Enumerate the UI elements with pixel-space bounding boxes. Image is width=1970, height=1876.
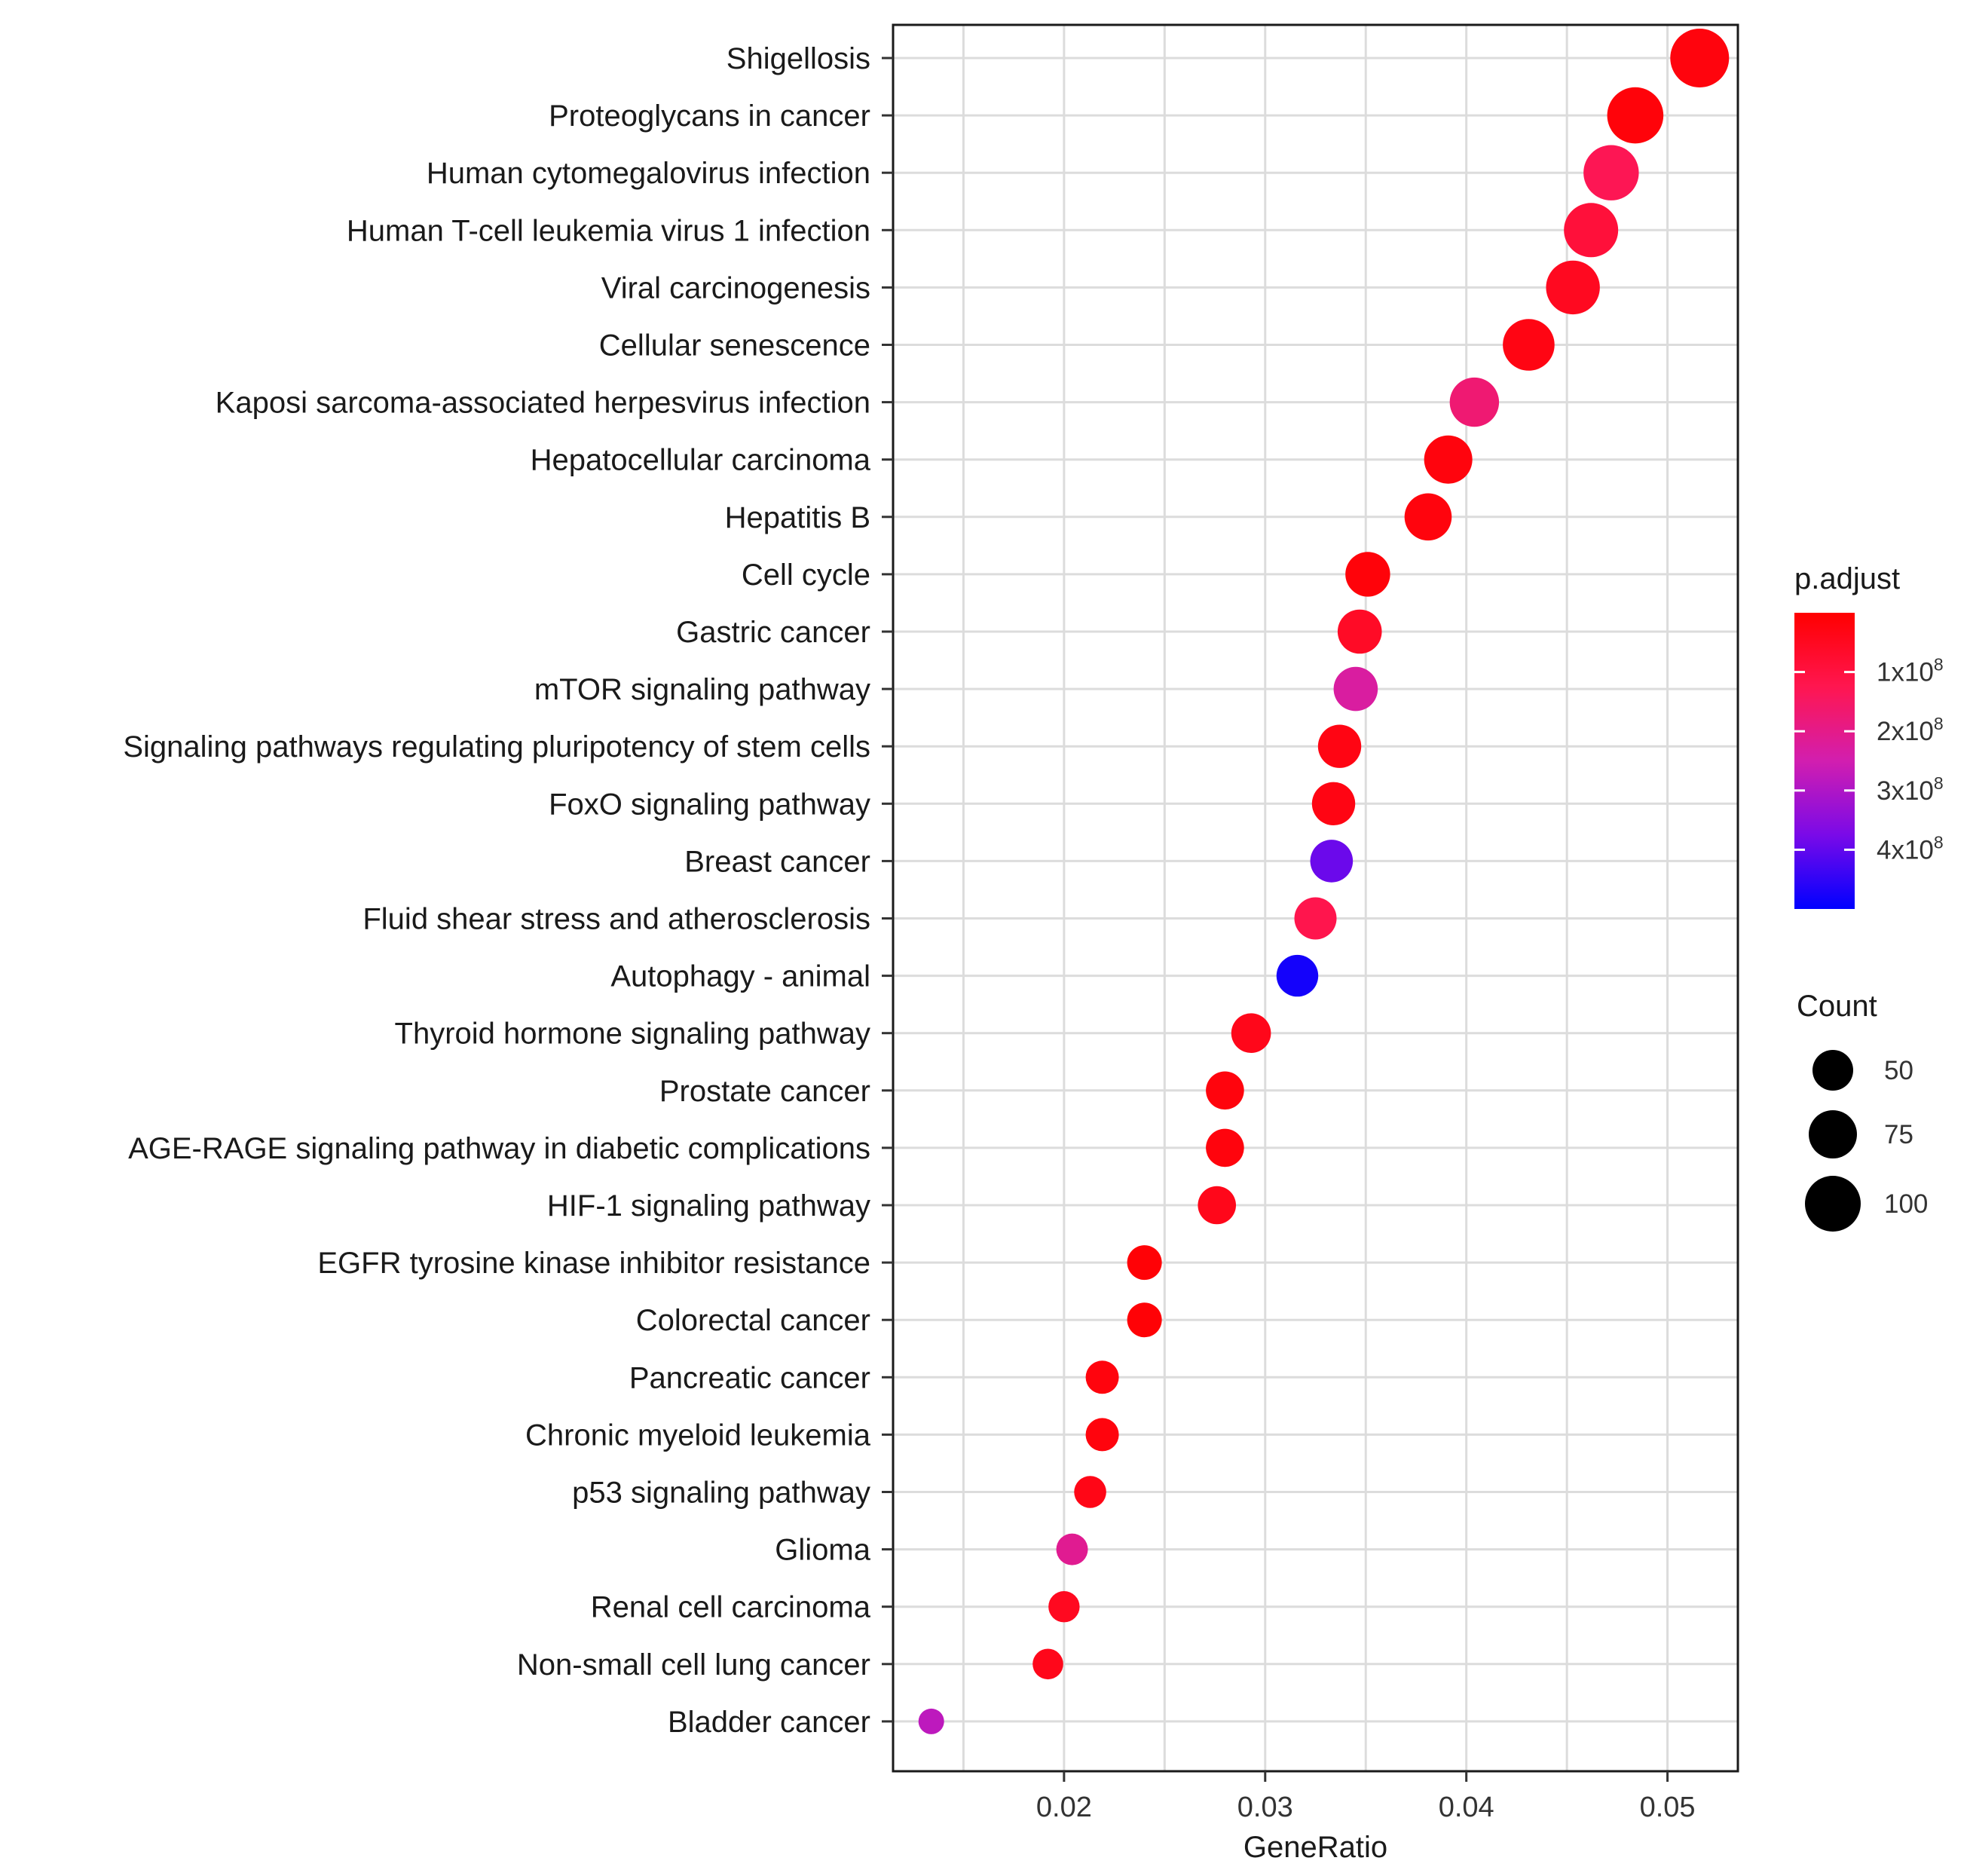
- y-tick-label: Viral carcinogenesis: [601, 271, 870, 305]
- data-point: [1198, 1186, 1237, 1225]
- size-legend-label: 100: [1884, 1189, 1928, 1219]
- color-legend-ticks: 1x108 2x108 3x108 4x108: [1794, 655, 1944, 865]
- data-point: [1670, 29, 1730, 87]
- data-point: [1056, 1533, 1088, 1565]
- y-tick-label: FoxO signaling pathway: [549, 788, 870, 821]
- data-point: [1085, 1418, 1119, 1452]
- y-tick-label: Kaposi sarcoma-associated herpesvirus in…: [216, 387, 870, 420]
- y-tick-label: Fluid shear stress and atherosclerosis: [362, 903, 870, 936]
- data-point: [1503, 319, 1555, 371]
- x-tick-label: 0.02: [1036, 1792, 1092, 1823]
- y-tick-label: EGFR tyrosine kinase inhibitor resistanc…: [317, 1247, 870, 1280]
- y-tick-label: Proteoglycans in cancer: [549, 99, 870, 133]
- size-legend-label: 50: [1884, 1056, 1913, 1085]
- size-legend-dot: [1812, 1050, 1853, 1091]
- size-legend: Count 50 75 100: [1797, 990, 1928, 1232]
- data-point: [1546, 260, 1600, 315]
- x-axis-title: GeneRatio: [1243, 1831, 1387, 1864]
- y-tick-label: p53 signaling pathway: [572, 1477, 870, 1510]
- y-tick-label: Bladder cancer: [668, 1706, 870, 1739]
- data-point: [1127, 1245, 1162, 1281]
- y-tick-label: Non-small cell lung cancer: [517, 1648, 870, 1682]
- data-point: [1085, 1360, 1119, 1394]
- y-tick-label: Breast cancer: [684, 845, 870, 878]
- data-point: [1337, 609, 1382, 654]
- color-legend-label: 1x108: [1877, 655, 1944, 687]
- data-point: [1424, 435, 1473, 484]
- data-point: [1607, 87, 1664, 144]
- y-tick-label: Hepatocellular carcinoma: [531, 444, 871, 477]
- size-legend-title: Count: [1797, 990, 1877, 1023]
- data-point: [1206, 1128, 1244, 1168]
- y-tick-label: Shigellosis: [727, 42, 870, 75]
- color-legend-title: p.adjust: [1794, 562, 1900, 595]
- y-axis-labels: Shigellosis Proteoglycans in cancer Human …: [123, 42, 893, 1739]
- x-axis: 0.02 0.03 0.04 0.05: [1036, 1771, 1696, 1823]
- color-legend-label: 4x108: [1877, 832, 1944, 865]
- y-tick-label: Thyroid hormone signaling pathway: [395, 1018, 870, 1051]
- x-tick-label: 0.04: [1439, 1792, 1494, 1823]
- y-tick-label: Renal cell carcinoma: [591, 1591, 871, 1624]
- data-point: [1231, 1013, 1271, 1053]
- y-tick-label: Cellular senescence: [599, 329, 870, 363]
- x-tick-label: 0.03: [1237, 1792, 1293, 1823]
- y-tick-label: Prostate cancer: [659, 1075, 870, 1108]
- color-legend-gradient-bar: [1794, 613, 1855, 909]
- y-tick-label: Glioma: [775, 1534, 870, 1567]
- y-tick-label: Cell cycle: [742, 559, 870, 592]
- y-tick-label: Autophagy - animal: [610, 960, 870, 993]
- y-tick-label: Human T-cell leukemia virus 1 infection: [347, 214, 870, 247]
- data-point: [1317, 724, 1362, 768]
- y-tick-label: Gastric cancer: [676, 616, 870, 649]
- data-point: [1127, 1302, 1162, 1338]
- data-point: [1294, 897, 1337, 940]
- data-point: [1276, 954, 1319, 997]
- color-legend-label: 2x108: [1877, 714, 1944, 746]
- data-point: [1074, 1476, 1106, 1508]
- data-point: [1449, 377, 1500, 427]
- data-point: [1032, 1648, 1063, 1680]
- size-legend-label: 75: [1884, 1120, 1913, 1149]
- data-point: [1311, 782, 1356, 826]
- data-point: [1404, 493, 1452, 541]
- y-tick-label: Hepatitis B: [725, 501, 870, 534]
- size-legend-dot: [1805, 1176, 1861, 1232]
- y-tick-label: Chronic myeloid leukemia: [525, 1418, 871, 1452]
- y-tick-label: AGE-RAGE signaling pathway in diabetic c…: [128, 1132, 870, 1165]
- data-point: [1345, 552, 1390, 597]
- y-tick-label: HIF-1 signaling pathway: [547, 1189, 870, 1223]
- data-point: [1310, 840, 1354, 883]
- size-legend-items: 50 75 100: [1805, 1050, 1928, 1232]
- data-point: [1583, 145, 1639, 200]
- data-point: [1333, 666, 1378, 712]
- color-legend: p.adjust 1x108 2x108 3x108 4x108: [1794, 562, 1944, 909]
- size-legend-dot: [1809, 1110, 1857, 1158]
- plot-panel-border: [892, 23, 1739, 1773]
- y-tick-label: Pancreatic cancer: [629, 1361, 870, 1394]
- data-point: [1564, 203, 1619, 258]
- y-tick-label: mTOR signaling pathway: [534, 673, 870, 706]
- data-point: [918, 1708, 944, 1734]
- data-points: [918, 29, 1730, 1734]
- x-tick-label: 0.05: [1640, 1792, 1696, 1823]
- y-tick-label: Signaling pathways regulating pluripoten…: [123, 730, 870, 764]
- y-tick-label: Colorectal cancer: [636, 1304, 870, 1337]
- color-legend-label: 3x108: [1877, 773, 1944, 806]
- data-point: [1048, 1591, 1080, 1623]
- data-point: [1206, 1071, 1244, 1110]
- y-tick-label: Human cytomegalovirus infection: [427, 157, 870, 190]
